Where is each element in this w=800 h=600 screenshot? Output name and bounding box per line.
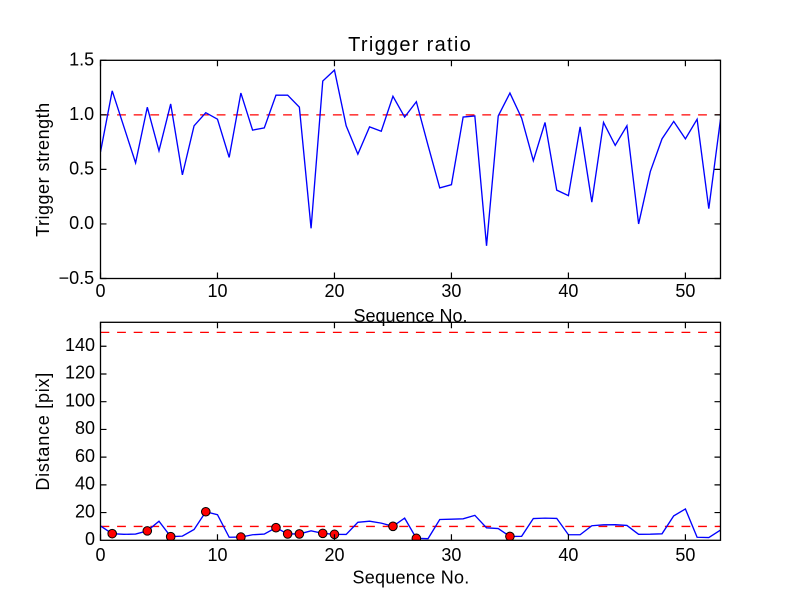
svg-text:Distance [pix]: Distance [pix] — [33, 372, 53, 491]
svg-text:Sequence No.: Sequence No. — [352, 567, 469, 587]
svg-text:20: 20 — [75, 501, 95, 521]
svg-text:120: 120 — [65, 363, 95, 383]
svg-text:50: 50 — [675, 545, 695, 565]
svg-text:60: 60 — [75, 446, 95, 466]
svg-text:Sequence No.: Sequence No. — [353, 306, 467, 326]
svg-text:10: 10 — [207, 281, 227, 301]
svg-text:0.5: 0.5 — [69, 159, 94, 179]
svg-text:140: 140 — [65, 335, 95, 355]
svg-text:40: 40 — [558, 545, 578, 565]
svg-text:30: 30 — [441, 545, 461, 565]
svg-text:0: 0 — [85, 529, 95, 549]
svg-text:0: 0 — [95, 281, 105, 301]
svg-text:20: 20 — [324, 281, 344, 301]
svg-text:20: 20 — [324, 545, 344, 565]
svg-text:80: 80 — [75, 418, 95, 438]
svg-text:40: 40 — [75, 474, 95, 494]
svg-text:Trigger strength: Trigger strength — [33, 102, 53, 236]
svg-text:100: 100 — [65, 390, 95, 410]
svg-text:10: 10 — [207, 545, 227, 565]
svg-text:30: 30 — [441, 281, 461, 301]
svg-text:1.5: 1.5 — [69, 50, 94, 70]
svg-text:1.0: 1.0 — [69, 104, 94, 124]
svg-text:0: 0 — [95, 545, 105, 565]
svg-text:0.0: 0.0 — [69, 213, 94, 233]
svg-text:50: 50 — [675, 281, 695, 301]
svg-text:−0.5: −0.5 — [59, 268, 95, 288]
svg-text:40: 40 — [558, 281, 578, 301]
svg-text:Trigger ratio: Trigger ratio — [348, 34, 472, 56]
